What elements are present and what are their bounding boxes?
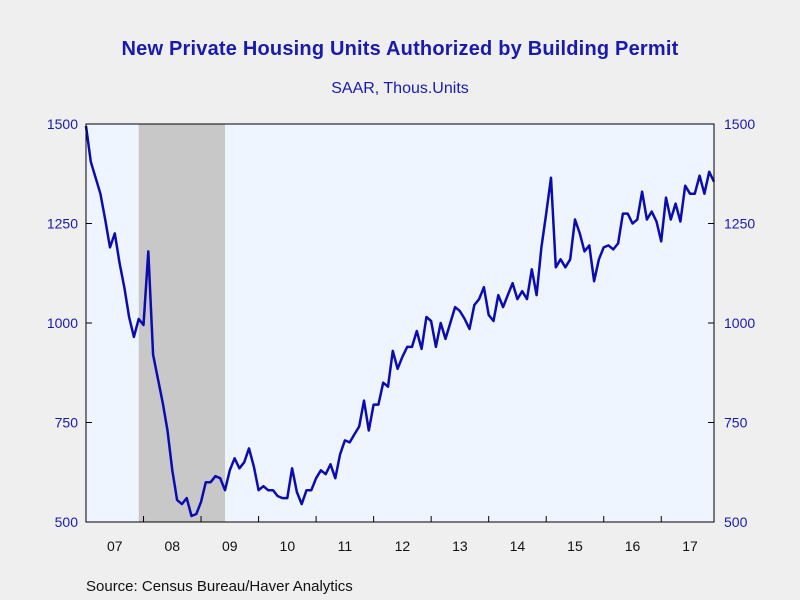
y-tick-label-right: 1250	[724, 216, 755, 232]
y-tick-label-left: 750	[55, 415, 79, 431]
series-line	[84, 125, 716, 518]
y-tick-label-right: 1500	[724, 116, 755, 132]
y-tick-label-left: 1250	[47, 216, 78, 232]
x-tick-label: 12	[395, 538, 411, 554]
x-tick-label: 17	[682, 538, 698, 554]
recession-shading	[138, 124, 226, 522]
x-tick-label: 08	[164, 538, 180, 554]
x-tick-label: 09	[222, 538, 238, 554]
x-tick-label: 13	[452, 538, 468, 554]
x-tick-label: 11	[338, 538, 353, 554]
x-tick-label: 14	[510, 538, 526, 554]
x-tick-label: 16	[625, 538, 641, 554]
y-tick-label-left: 1500	[47, 116, 78, 132]
x-tick-label: 15	[567, 538, 583, 554]
x-tick-label: 07	[107, 538, 123, 554]
chart-title: New Private Housing Units Authorized by …	[121, 38, 679, 60]
chart-subtitle: SAAR, Thous.Units	[331, 80, 469, 97]
y-tick-label-left: 500	[55, 514, 79, 530]
y-tick-label-right: 750	[724, 415, 748, 431]
plot-frame	[85, 123, 715, 523]
y-tick-label-left: 1000	[47, 315, 78, 331]
y-tick-label-right: 1000	[724, 315, 755, 331]
x-tick-label: 10	[280, 538, 296, 554]
y-tick-label-right: 500	[724, 514, 748, 530]
source-note: Source: Census Bureau/Haver Analytics	[86, 578, 353, 595]
